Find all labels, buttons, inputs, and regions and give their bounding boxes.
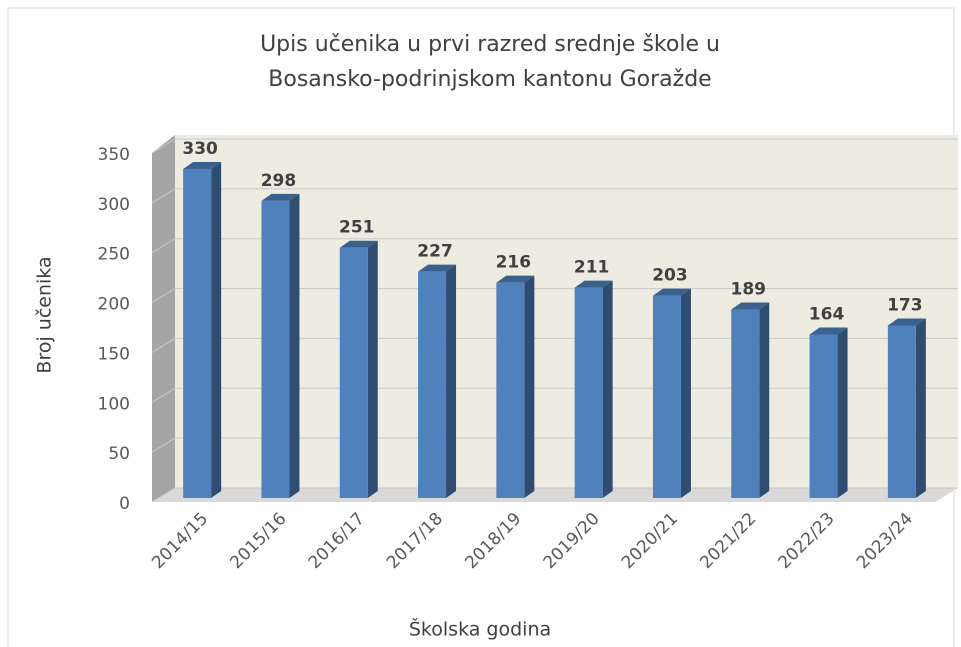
bar bbox=[887, 318, 926, 498]
grid-line bbox=[151, 437, 958, 453]
bar bbox=[183, 161, 222, 498]
bar bbox=[339, 240, 378, 498]
bar-front bbox=[418, 271, 447, 498]
value-label: 189 bbox=[731, 280, 767, 300]
bar-top bbox=[418, 264, 457, 272]
bar-side bbox=[211, 161, 222, 498]
y-tick-label: 300 bbox=[98, 195, 130, 215]
grid-line bbox=[151, 387, 958, 403]
bar-front bbox=[261, 200, 290, 498]
value-label: 173 bbox=[887, 295, 923, 315]
bar-front bbox=[887, 325, 916, 498]
bar-side bbox=[680, 288, 691, 498]
grid-line bbox=[151, 337, 958, 353]
bar-top bbox=[809, 327, 848, 335]
bar bbox=[809, 327, 848, 498]
bar bbox=[261, 193, 300, 498]
value-label: 298 bbox=[261, 171, 297, 191]
bar-front bbox=[809, 334, 838, 498]
bar bbox=[496, 275, 535, 498]
x-axis-title: Školska godina bbox=[409, 617, 551, 641]
bar-top bbox=[731, 302, 770, 310]
value-label: 203 bbox=[652, 266, 688, 286]
value-label: 211 bbox=[574, 258, 610, 278]
y-tick-label: 250 bbox=[98, 245, 130, 265]
bar-front bbox=[183, 168, 212, 498]
grid-line bbox=[151, 188, 958, 204]
bar-side bbox=[524, 275, 535, 498]
bar-top bbox=[496, 275, 535, 283]
bar-side bbox=[915, 318, 926, 498]
value-label: 216 bbox=[496, 253, 532, 273]
bar-top bbox=[261, 193, 300, 201]
value-label: 227 bbox=[417, 242, 453, 262]
bar bbox=[418, 264, 457, 498]
bar bbox=[574, 280, 613, 498]
bar-side bbox=[602, 280, 613, 498]
side-wall bbox=[152, 135, 175, 502]
bar-top bbox=[183, 161, 222, 169]
value-label: 251 bbox=[339, 218, 375, 238]
bar bbox=[731, 302, 770, 498]
grid-line bbox=[151, 288, 958, 303]
grid-line bbox=[151, 487, 958, 503]
bar-side bbox=[446, 264, 457, 498]
bar-front bbox=[652, 295, 681, 498]
bar-top bbox=[339, 240, 378, 248]
bar-side bbox=[367, 240, 378, 498]
y-tick-label: 150 bbox=[98, 344, 130, 364]
chart-title: Upis učenika u prvi razred srednje škole… bbox=[260, 32, 720, 57]
y-tick-label: 100 bbox=[98, 394, 130, 414]
y-axis-title: Broj učenika bbox=[34, 256, 56, 373]
y-tick-label: 0 bbox=[119, 494, 130, 514]
bar-side bbox=[289, 193, 300, 498]
bar-top bbox=[887, 318, 926, 326]
bar bbox=[652, 288, 691, 498]
bar-side bbox=[837, 327, 848, 498]
y-tick-label: 350 bbox=[98, 145, 130, 165]
grid-line bbox=[151, 238, 958, 254]
bar-side bbox=[759, 302, 770, 498]
y-tick-label: 50 bbox=[108, 444, 130, 464]
value-label: 164 bbox=[809, 304, 845, 324]
bar-front bbox=[496, 282, 525, 498]
bar-front bbox=[574, 287, 603, 498]
bar-front bbox=[339, 247, 368, 498]
bar-front bbox=[731, 309, 760, 498]
value-label: 330 bbox=[182, 139, 218, 159]
bar-top bbox=[652, 288, 691, 296]
chart-title: Bosansko-podrinjskom kantonu Goražde bbox=[268, 67, 711, 92]
bar-top bbox=[574, 280, 613, 288]
y-tick-label: 200 bbox=[98, 295, 130, 315]
grid-line bbox=[151, 138, 958, 154]
